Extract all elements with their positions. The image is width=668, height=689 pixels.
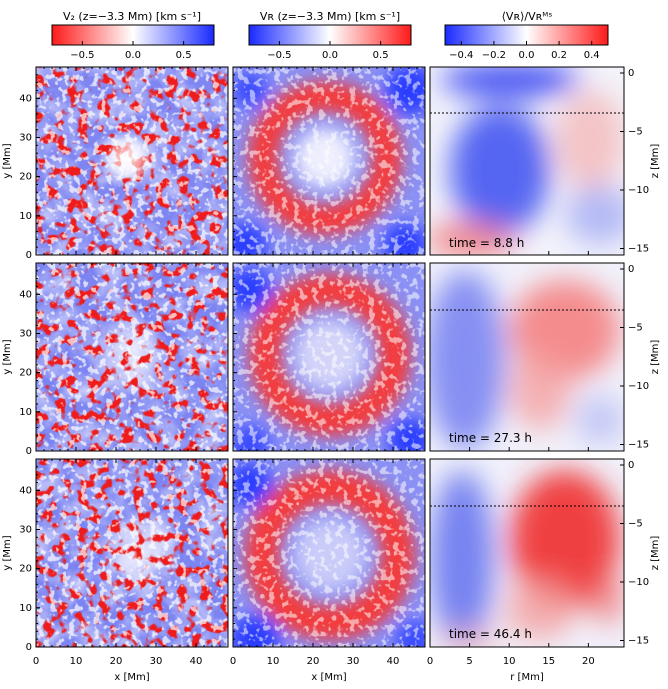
r-tick-label: 20 [582, 656, 595, 667]
x-tick-label: 0 [230, 656, 236, 667]
z-tick-label: −10 [628, 577, 649, 588]
x-tick-label: 30 [347, 656, 360, 667]
colorbar-tick-label: −0.5 [267, 50, 291, 61]
z-tick-label: 0 [628, 68, 634, 79]
panel-vr-row3 [233, 459, 425, 647]
y-axis-label-row1: y [Mm] [2, 143, 13, 178]
x-axis-label-vr: x [Mm] [311, 672, 346, 683]
colorbar-vr-ticks: −0.5 0.0 0.5 [267, 41, 389, 61]
time-label-row1: time = 8.8 h [449, 236, 524, 250]
panel-profile-row2 [430, 263, 624, 451]
y-tick-label: 20 [19, 172, 32, 183]
time-label-row3: time = 46.4 h [449, 627, 532, 641]
z-tick-label: 0 [628, 264, 634, 275]
r-tick-label: 10 [503, 656, 516, 667]
y-tick-label: 10 [19, 407, 32, 418]
colorbar-vr: Vʀ (z=−3.3 Mm) [km s⁻¹] −0.5 0.0 0.5 [248, 10, 412, 61]
colorbar-vz-title: V₂ (z=−3.3 Mm) [km s⁻¹] [63, 10, 201, 23]
y-tick-label: 40 [19, 93, 32, 104]
z-axis-label-row1: z [Mm] [650, 144, 661, 179]
time-label-row2: time = 27.3 h [449, 431, 532, 445]
x-tick-label: 30 [150, 656, 163, 667]
z-tick-label: −5 [628, 518, 643, 529]
z-tick-label: −15 [628, 439, 649, 450]
x-tick-label: 40 [190, 656, 203, 667]
y-tick-label: 0 [26, 250, 32, 261]
colorbar-vr-rms-ticks: −0.4 −0.2 0.0 0.2 0.4 [449, 41, 600, 61]
colorbar-tick-label: 0.0 [519, 50, 535, 61]
colorbar-vz-ticks: −0.5 0.0 0.5 [70, 41, 192, 61]
panel-vr-row2 [233, 263, 425, 451]
z-tick-label: −15 [628, 635, 649, 646]
panel-vr-row1 [233, 67, 425, 255]
z-tick-label: −5 [628, 322, 643, 333]
r-tick-label: 0 [427, 656, 433, 667]
y-tick-label: 20 [19, 564, 32, 575]
y-axis-label-row3: y [Mm] [2, 535, 13, 570]
x-tick-label: 20 [307, 656, 320, 667]
y-tick-label: 40 [19, 485, 32, 496]
r-tick-label: 15 [542, 656, 555, 667]
panel-vz-row3 [36, 459, 228, 647]
panel-vz-row2 [36, 263, 228, 451]
colorbar-tick-label: 0.5 [373, 50, 389, 61]
y-axis-label-row2: y [Mm] [2, 339, 13, 374]
y-tick-label: 10 [19, 603, 32, 614]
z-axis-label-row3: z [Mm] [650, 536, 661, 571]
r-tick-label: 5 [466, 656, 472, 667]
z-tick-label: 0 [628, 460, 634, 471]
x-tick-label: 40 [387, 656, 400, 667]
y-tick-label: 30 [19, 133, 32, 144]
y-tick-label: 40 [19, 289, 32, 300]
z-tick-label: −10 [628, 185, 649, 196]
colorbar-tick-label: −0.2 [482, 50, 506, 61]
colorbar-vr-rms-title: ⟨Vʀ⟩/Vʀᴹˢ [502, 10, 553, 23]
panel-profile-row3 [430, 459, 624, 647]
y-tick-label: 30 [19, 329, 32, 340]
y-tick-label: 10 [19, 211, 32, 222]
colorbar-vr-rms: ⟨Vʀ⟩/Vʀᴹˢ −0.4 −0.2 0.0 0.2 0.4 [444, 10, 609, 61]
y-tick-label: 30 [19, 525, 32, 536]
colorbar-vr-title: Vʀ (z=−3.3 Mm) [km s⁻¹] [260, 10, 400, 23]
colorbar-tick-label: 0.0 [125, 50, 141, 61]
x-tick-label: 10 [267, 656, 280, 667]
x-tick-label: 20 [110, 656, 123, 667]
y-tick-label: 20 [19, 368, 32, 379]
panel-profile-row1 [430, 67, 624, 255]
z-tick-label: −10 [628, 381, 649, 392]
x-tick-label: 0 [33, 656, 39, 667]
axis-ticks: 0 10 20 30 40 0 −5 −10 −15 0 10 20 30 40 0 −5 −10 −15 0 10 2… [19, 66, 649, 667]
x-tick-label: 10 [70, 656, 83, 667]
colorbar-tick-label: 0.2 [551, 50, 567, 61]
z-axis-label-row2: z [Mm] [650, 340, 661, 375]
y-tick-label: 0 [26, 446, 32, 457]
z-tick-label: −5 [628, 126, 643, 137]
panel-vz-row1 [36, 67, 228, 255]
colorbar-tick-label: 0.0 [322, 50, 338, 61]
y-tick-label: 0 [26, 642, 32, 653]
colorbar-vz: V₂ (z=−3.3 Mm) [km s⁻¹] −0.5 0.0 0.5 [51, 10, 215, 61]
colorbar-tick-label: 0.5 [176, 50, 192, 61]
colorbar-tick-label: −0.4 [449, 50, 473, 61]
colorbar-tick-label: 0.4 [584, 50, 600, 61]
z-tick-label: −15 [628, 243, 649, 254]
r-axis-label: r [Mm] [510, 672, 544, 683]
x-axis-label-vz: x [Mm] [114, 672, 149, 683]
colorbar-tick-label: −0.5 [70, 50, 94, 61]
